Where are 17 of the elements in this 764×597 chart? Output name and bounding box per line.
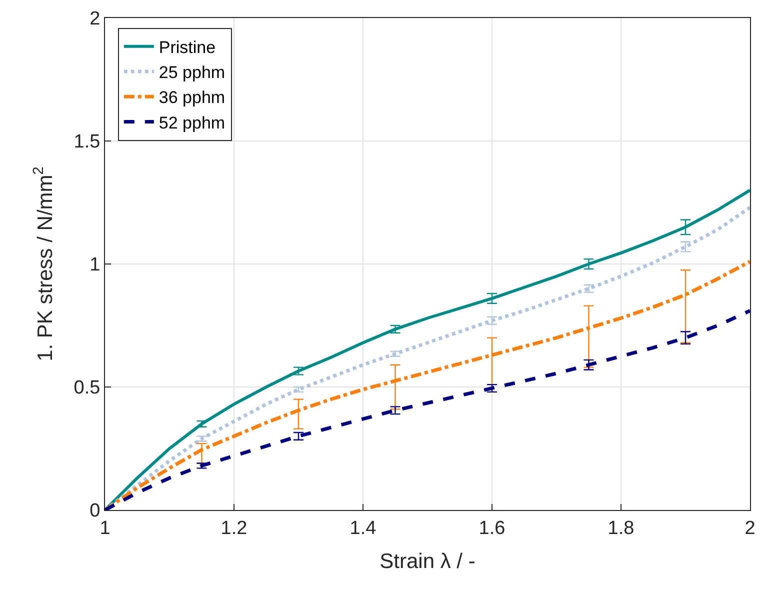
x-tick-label: 1.2 [220, 518, 248, 539]
x-axis-title: Strain λ / - [380, 550, 476, 573]
x-tick-label: 1.4 [350, 518, 377, 539]
y-tick-label: 1.5 [74, 132, 100, 153]
legend-label: 36 pphm [158, 88, 226, 108]
x-tick-label: 2 [744, 518, 756, 539]
legend-label: 52 pphm [158, 113, 226, 132]
y-tick-label: 0.5 [74, 378, 100, 399]
line-series [105, 260, 750, 510]
legend-label: 25 pphm [158, 63, 226, 82]
x-tick-label: 1.8 [608, 518, 634, 539]
y-tick-label: 0 [90, 500, 100, 522]
legend-label: Pristine [158, 38, 216, 58]
line-series [105, 308, 750, 510]
y-tick-label: 2 [90, 8, 100, 30]
y-tick-label: 1 [90, 254, 100, 276]
x-tick-label: 1.6 [478, 518, 506, 539]
